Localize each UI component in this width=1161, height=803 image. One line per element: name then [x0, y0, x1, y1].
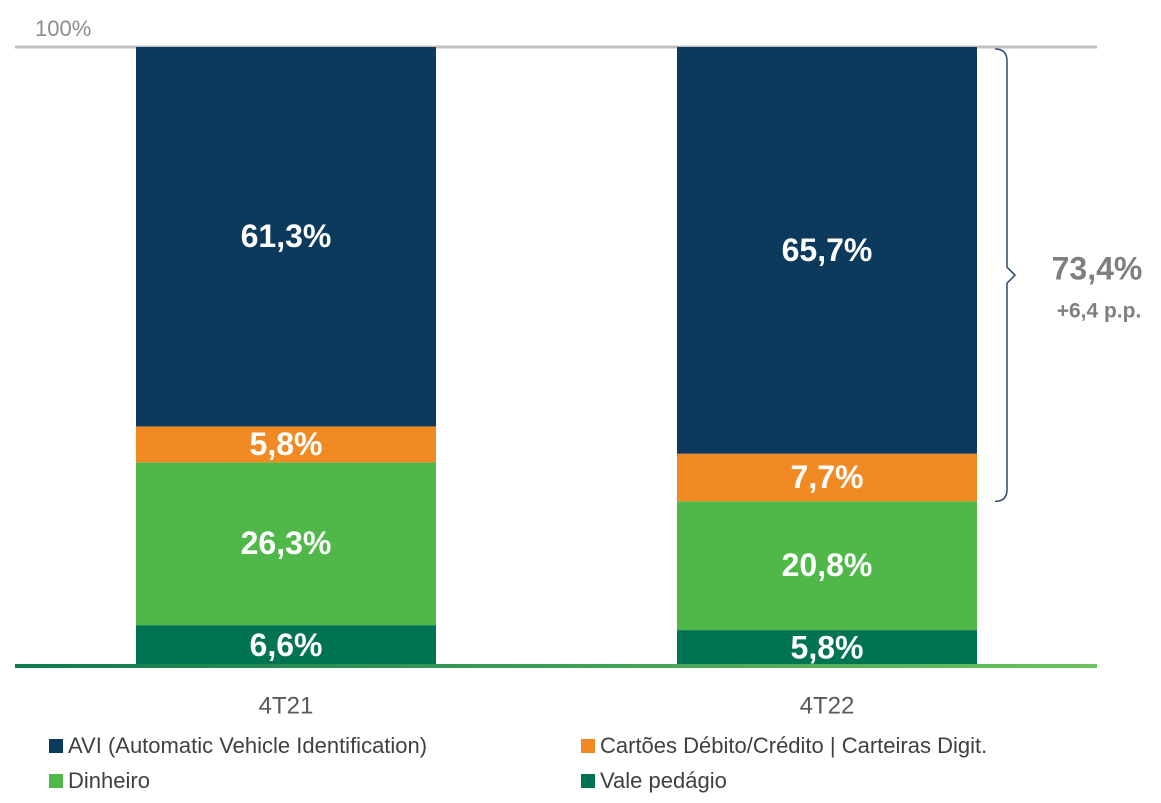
value-label: 6,6% [250, 627, 323, 663]
annotation: +6,4 p.p. [1057, 300, 1142, 323]
bar-segment [136, 462, 436, 626]
value-label: 26,3% [241, 525, 332, 561]
legend-label: AVI (Automatic Vehicle Identification) [68, 733, 427, 758]
bracket [994, 48, 1017, 503]
value-label: 65,7% [782, 232, 873, 268]
value-label: 61,3% [241, 218, 332, 254]
annotation: 73,4% [1052, 250, 1143, 286]
bar-segment [677, 501, 977, 631]
legend-swatch [49, 774, 63, 788]
legend-swatch [49, 739, 63, 753]
value-label: 5,8% [250, 426, 323, 462]
legend-swatch [581, 774, 595, 788]
x-tick-label: 4T21 [259, 692, 314, 719]
value-label: 5,8% [791, 630, 864, 666]
bar-segment [677, 47, 977, 454]
baseline [15, 664, 1097, 668]
bar-segment [677, 453, 977, 502]
value-label: 20,8% [782, 547, 873, 583]
x-tick-label: 4T22 [800, 692, 855, 719]
bar-segment [136, 426, 436, 463]
value-label: 7,7% [791, 459, 864, 495]
bar-segment [677, 630, 977, 666]
bar-segment [136, 47, 436, 427]
legend-label: Dinheiro [68, 768, 150, 793]
legend-label: Vale pedágio [600, 768, 727, 793]
legend-label: Cartões Débito/Crédito | Carteiras Digit… [600, 733, 987, 758]
y-tick-label: 100% [35, 16, 91, 41]
legend-swatch [581, 739, 595, 753]
bar-segment [136, 625, 436, 666]
